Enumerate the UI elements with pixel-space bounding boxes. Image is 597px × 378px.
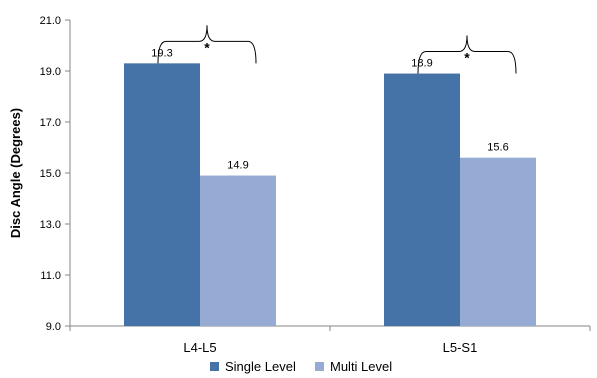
y-tick-label: 11.0	[40, 270, 61, 282]
significance-brace	[157, 25, 257, 64]
y-axis-ticks: 9.0 11.0 13.0 15.0 17.0 19.0 21.0	[40, 15, 70, 333]
significance-star: *	[204, 39, 210, 55]
legend-swatch	[315, 362, 324, 371]
y-tick-label: 21.0	[40, 15, 61, 27]
category-label: L5-S1	[443, 340, 478, 355]
bars	[124, 63, 536, 326]
bar	[124, 63, 200, 326]
legend-swatch	[210, 362, 219, 371]
legend-label: Multi Level	[330, 359, 392, 374]
y-tick-label: 13.0	[40, 219, 61, 231]
y-tick-label: 9.0	[46, 321, 61, 333]
data-label: 18.9	[411, 58, 432, 70]
bar	[384, 73, 460, 326]
y-axis-title: Disc Angle (Degrees)	[8, 108, 23, 238]
bar	[200, 175, 276, 326]
y-tick-label: 15.0	[40, 168, 61, 180]
y-tick-label: 19.0	[40, 66, 61, 78]
significance-brace	[417, 35, 517, 74]
significance-star: *	[464, 50, 470, 66]
y-axis-title-group: Disc Angle (Degrees)	[8, 108, 23, 238]
legend-label: Single Level	[225, 359, 296, 374]
category-labels: L4-L5 L5-S1	[183, 340, 477, 355]
legend: Single Level Multi Level	[210, 359, 392, 374]
data-label: 15.6	[487, 142, 508, 154]
data-label: 19.3	[151, 47, 172, 59]
data-label: 14.9	[227, 160, 248, 172]
y-tick-label: 17.0	[40, 117, 61, 129]
bar	[460, 157, 536, 326]
category-label: L4-L5	[183, 340, 216, 355]
data-labels: 19.3 14.9 18.9 15.6	[151, 47, 508, 171]
significance-braces: **	[157, 25, 517, 74]
